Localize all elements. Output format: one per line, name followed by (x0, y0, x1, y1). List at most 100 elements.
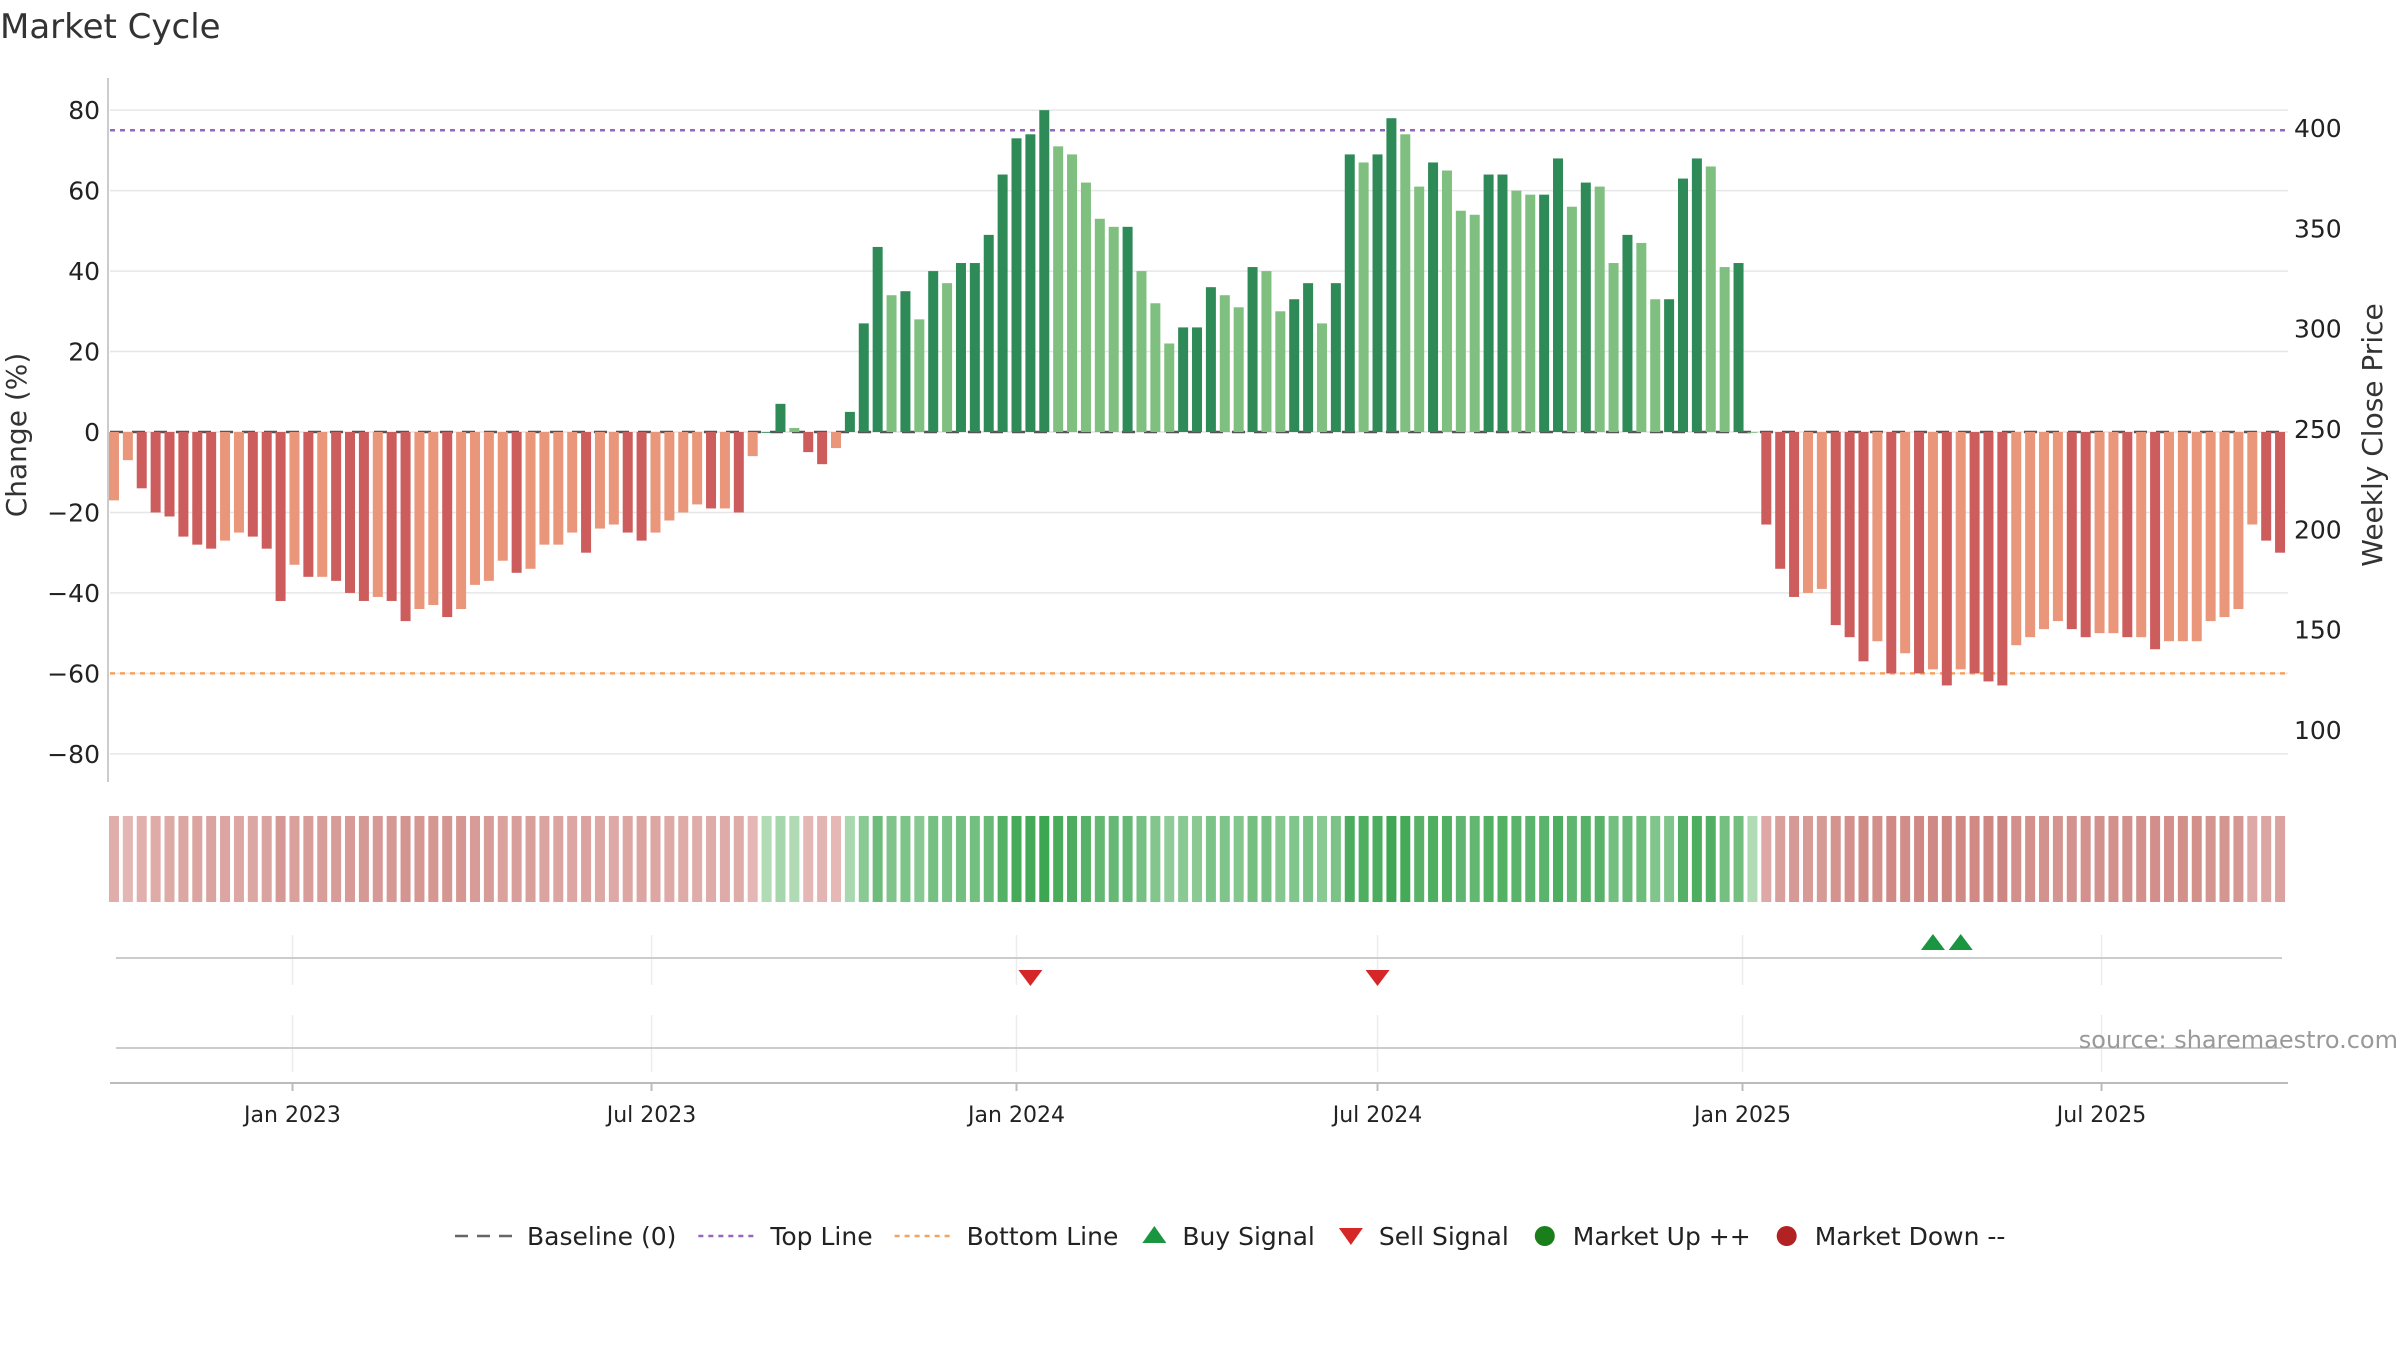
heat-cell (275, 816, 286, 902)
change-bar (1303, 283, 1314, 432)
change-bar (1441, 170, 1452, 433)
heat-cell (608, 816, 619, 902)
heat-cell (650, 816, 661, 902)
heat-cell (2108, 816, 2119, 902)
buy-signal-marker (1948, 934, 1973, 950)
change-bar (900, 291, 911, 432)
heat-cell (969, 816, 980, 902)
heat-cell (1233, 816, 1244, 902)
change-bar (497, 432, 508, 561)
change-bar (1580, 182, 1591, 432)
heat-cell (997, 816, 1008, 902)
heat-cell (1011, 816, 1022, 902)
heat-cell (1178, 816, 1189, 902)
heat-cell (261, 816, 272, 902)
change-bar (1927, 432, 1938, 670)
heat-cell (1386, 816, 1397, 902)
heat-cell (775, 816, 786, 902)
change-bar (442, 432, 453, 618)
change-bar (2177, 432, 2188, 642)
heat-cell (1344, 816, 1355, 902)
heat-cell (1428, 816, 1439, 902)
change-bar (1316, 323, 1327, 432)
heat-cell (2039, 816, 2050, 902)
y2-axis-label: Weekly Close Price (2356, 303, 2389, 566)
heat-cell (886, 816, 897, 902)
heat-cell (1316, 816, 1327, 902)
heat-cell (747, 816, 758, 902)
heat-cell (1691, 816, 1702, 902)
heat-cell (428, 816, 439, 902)
change-bar (108, 432, 119, 501)
heat-cell (1247, 816, 1258, 902)
heat-cell (1483, 816, 1494, 902)
change-bar (969, 263, 980, 432)
change-bar (428, 432, 439, 605)
heat-cell (247, 816, 258, 902)
heat-cell (1872, 816, 1883, 902)
y2-tick-label: 200 (2294, 515, 2342, 544)
x-tick-label: Jul 2025 (2055, 1103, 2147, 1128)
heat-cell (483, 816, 494, 902)
change-bar (1622, 234, 1633, 432)
legend-label: Market Up ++ (1573, 1222, 1751, 1251)
heat-cell (928, 816, 939, 902)
change-bar (2275, 432, 2286, 553)
change-bar (2191, 432, 2202, 642)
heat-cell (1455, 816, 1466, 902)
change-bar (2108, 432, 2119, 634)
legend-item-baseline: Baseline (0) (455, 1222, 676, 1251)
change-bar (678, 432, 689, 513)
heat-cell (1650, 816, 1661, 902)
change-bar (1414, 186, 1425, 432)
heat-cell (136, 816, 147, 902)
change-bar (345, 432, 356, 593)
change-bar (831, 432, 841, 449)
heat-cell (317, 816, 328, 902)
y2-tick-label: 300 (2294, 315, 2342, 344)
change-bar (456, 432, 467, 610)
heat-cell (1844, 816, 1855, 902)
change-bar (206, 432, 217, 549)
change-bar (1275, 311, 1286, 432)
change-bar (1969, 432, 1980, 674)
change-bar (233, 432, 244, 533)
y-tick-label: 0 (84, 418, 100, 447)
change-bar (1372, 154, 1383, 432)
change-bar (1886, 432, 1897, 674)
heat-cell (789, 816, 800, 902)
legend-buy-icon (1142, 1226, 1167, 1243)
heat-cell (2205, 816, 2216, 902)
heat-cell (1566, 816, 1577, 902)
change-bar (2205, 432, 2216, 622)
change-bar (358, 432, 369, 601)
legend-item-buy: Buy Signal (1142, 1222, 1315, 1251)
legend-item-sell: Sell Signal (1338, 1222, 1509, 1251)
heat-cell (289, 816, 300, 902)
change-bar (1997, 432, 2008, 686)
heat-cell (1858, 816, 1869, 902)
heat-cell (1164, 816, 1175, 902)
change-bar (2261, 432, 2272, 541)
change-bar (1247, 267, 1258, 432)
change-bar (608, 432, 619, 525)
x-tick-label: Jan 2025 (1692, 1103, 1791, 1128)
change-bar (122, 432, 133, 461)
heat-cell (2136, 816, 2147, 902)
y-axis-label: Change (%) (0, 353, 33, 518)
heat-cell (1830, 816, 1841, 902)
heat-cell (386, 816, 397, 902)
heat-cell (831, 816, 841, 902)
heat-cell (456, 816, 467, 902)
change-bar (2066, 432, 2077, 630)
heat-cell (983, 816, 994, 902)
heat-cell (539, 816, 550, 902)
change-bar (1136, 271, 1147, 432)
y2-tick-label: 100 (2294, 716, 2342, 745)
y-tick-label: 60 (68, 177, 100, 206)
heat-cell (220, 816, 231, 902)
heat-cell (1150, 816, 1161, 902)
change-bar (1219, 295, 1230, 432)
change-bar (414, 432, 425, 610)
heat-cell (2094, 816, 2105, 902)
